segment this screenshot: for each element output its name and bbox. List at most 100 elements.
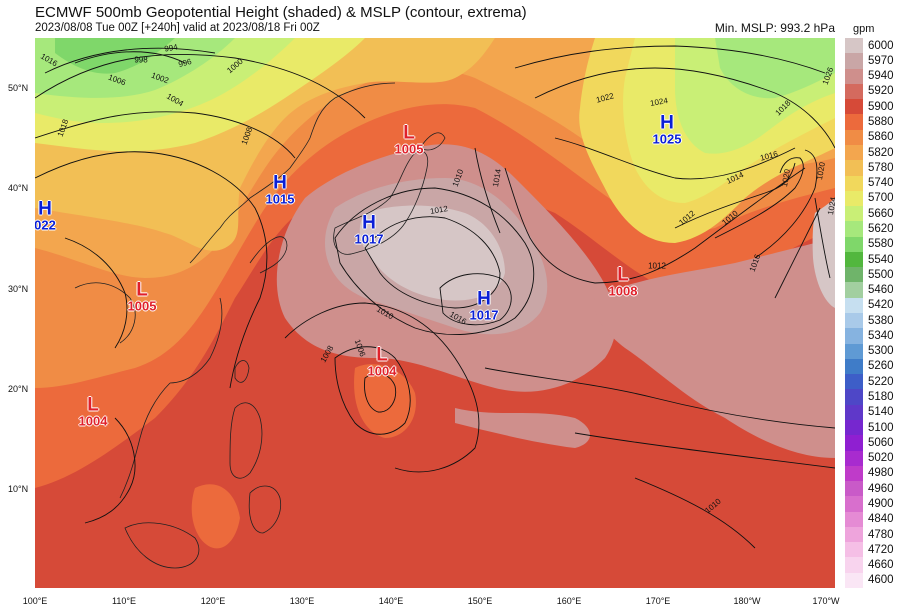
colorbar-tick-label: 5920 xyxy=(868,85,894,98)
colorbar-segment xyxy=(845,190,863,207)
colorbar-segment xyxy=(845,236,863,253)
lon-label: 130°E xyxy=(289,596,315,606)
lon-label: 180°W xyxy=(733,596,761,606)
colorbar xyxy=(845,38,863,589)
field-5880-typhoon xyxy=(354,364,416,438)
colorbar-tick-label: 5580 xyxy=(868,238,894,251)
colorbar-segment xyxy=(845,572,863,589)
field-6000-east xyxy=(812,198,835,308)
colorbar-tick-label: 5940 xyxy=(868,70,894,83)
colorbar-tick-label: 4900 xyxy=(868,497,894,510)
coastlines xyxy=(74,82,446,569)
field-5580-nw xyxy=(55,38,175,74)
high-pressure-center: H 1017 xyxy=(469,288,499,323)
low-pressure-center: L 1004 xyxy=(78,394,108,429)
colorbar-segment xyxy=(845,465,863,482)
colorbar-tick-label: 5660 xyxy=(868,207,894,220)
colorbar-segment xyxy=(845,221,863,238)
colorbar-segment xyxy=(845,160,863,176)
colorbar-segment xyxy=(845,99,863,115)
colorbar-tick-label: 5340 xyxy=(868,329,894,342)
lon-label: 110°E xyxy=(112,596,136,606)
high-pressure-center: H 1015 xyxy=(265,172,295,207)
colorbar-tick-label: 4600 xyxy=(868,574,894,587)
colorbar-segment xyxy=(845,511,863,528)
low-pressure-center: L 1004 xyxy=(367,344,397,379)
colorbar-segment xyxy=(845,129,863,146)
isobars xyxy=(35,45,835,549)
colorbar-segment xyxy=(845,542,863,558)
lon-label: 100°E xyxy=(22,596,48,606)
colorbar-segment xyxy=(845,114,863,131)
colorbar-tick-label: 5180 xyxy=(868,391,894,404)
lon-label: 150°E xyxy=(467,596,493,606)
colorbar-tick-label: 4980 xyxy=(868,467,894,480)
colorbar-tick-label: 5780 xyxy=(868,161,894,174)
lon-label: 170°W xyxy=(812,596,840,606)
high-pressure-center: H 022 xyxy=(35,198,56,233)
colorbar-segment xyxy=(845,496,863,513)
colorbar-tick-label: 5700 xyxy=(868,192,894,205)
colorbar-segment xyxy=(845,297,863,314)
colorbar-segment xyxy=(845,557,863,574)
colorbar-tick-label: 4960 xyxy=(868,482,894,495)
colorbar-segment xyxy=(845,435,863,451)
colorbar-tick-label: 5260 xyxy=(868,360,894,373)
valid-time: 2023/08/08 Tue 00Z [+240h] valid at 2023… xyxy=(35,22,320,34)
colorbar-tick-label: 5380 xyxy=(868,314,894,327)
high-pressure-center: H 1017 xyxy=(354,212,384,247)
lat-label: 40°N xyxy=(8,183,29,193)
lon-label: 160°E xyxy=(556,596,582,606)
colorbar-tick-label: 5420 xyxy=(868,299,894,312)
colorbar-segment xyxy=(845,343,863,360)
colorbar-segment xyxy=(845,282,863,299)
colorbar-tick-label: 4660 xyxy=(868,559,894,572)
colorbar-segment xyxy=(845,53,863,70)
colorbar-tick-label: 5740 xyxy=(868,177,894,190)
colorbar-segment xyxy=(845,267,863,283)
colorbar-segment xyxy=(845,68,863,85)
colorbar-tick-label: 5970 xyxy=(868,54,894,67)
lon-label: 120°E xyxy=(200,596,226,606)
colorbar-segment xyxy=(845,328,863,345)
colorbar-tick-label: 5460 xyxy=(868,284,894,297)
colorbar-tick-label: 4720 xyxy=(868,543,894,556)
lon-label: 170°E xyxy=(645,596,671,606)
field-5880-sw xyxy=(191,484,240,549)
lat-label: 30°N xyxy=(8,284,29,294)
colorbar-tick-label: 5540 xyxy=(868,253,894,266)
colorbar-tick-label: 5500 xyxy=(868,268,894,281)
colorbar-segment xyxy=(845,83,863,100)
colorbar-tick-label: 5140 xyxy=(868,406,894,419)
field-5920-south xyxy=(455,408,590,448)
colorbar-tick-label: 5620 xyxy=(868,222,894,235)
low-pressure-center: L 1005 xyxy=(127,279,157,314)
lon-label: 140°E xyxy=(378,596,404,606)
lat-label: 20°N xyxy=(8,384,29,394)
colorbar-segment xyxy=(845,251,863,268)
colorbar-segment xyxy=(845,450,863,467)
colorbar-segment xyxy=(845,419,863,436)
colorbar-segment xyxy=(845,404,863,421)
colorbar-tick-label: 5820 xyxy=(868,146,894,159)
colorbar-tick-label: 5880 xyxy=(868,116,894,129)
colorbar-segment xyxy=(845,526,863,543)
min-mslp-readout: Min. MSLP: 993.2 hPa xyxy=(714,21,835,35)
lat-label: 10°N xyxy=(8,484,29,494)
colorbar-segment xyxy=(845,374,863,390)
colorbar-unit: gpm xyxy=(853,23,875,35)
colorbar-segment xyxy=(845,206,863,222)
map-panel: 994 996 998 1000 1002 1004 1006 1016 101… xyxy=(35,38,835,588)
colorbar-segment xyxy=(845,313,863,329)
isobar-label: 1012 xyxy=(648,261,666,271)
colorbar-tick-label: 5300 xyxy=(868,345,894,358)
colorbar-tick-label: 4780 xyxy=(868,528,894,541)
low-pressure-center: L 1008 xyxy=(608,264,638,299)
lat-label: 50°N xyxy=(8,83,29,93)
colorbar-segment xyxy=(845,481,863,497)
low-pressure-center: L 1005 xyxy=(394,122,424,157)
colorbar-tick-label: 5020 xyxy=(868,452,894,465)
chart-title: ECMWF 500mb Geopotential Height (shaded)… xyxy=(35,4,527,21)
colorbar-segment xyxy=(845,389,863,406)
colorbar-tick-label: 4840 xyxy=(868,513,894,526)
